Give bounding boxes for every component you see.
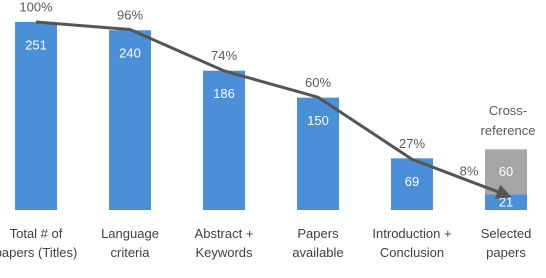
x-tick-label: Total # of papers (Titles) <box>0 226 78 260</box>
value-label: 251 <box>25 37 47 52</box>
bar <box>297 97 339 210</box>
bar <box>203 70 245 210</box>
value-label: 69 <box>405 174 419 189</box>
bar <box>391 158 433 210</box>
value-label: 186 <box>213 86 235 101</box>
legend-label: Cross-reference <box>480 103 536 138</box>
trend-line <box>35 20 512 199</box>
bar <box>15 22 57 210</box>
percent-label: 100% <box>19 0 53 14</box>
x-tick-label: Selected papers <box>480 226 532 260</box>
value-label: 240 <box>119 46 141 61</box>
x-tick-label: Language criteria <box>101 226 159 260</box>
percent-label: 27% <box>399 136 425 151</box>
x-tick-label: Introduction + Conclusion <box>372 226 452 260</box>
percent-label: 96% <box>117 8 143 23</box>
percent-label: 74% <box>211 48 237 63</box>
percent-label: 8% <box>460 164 479 179</box>
percent-label: 60% <box>305 75 331 90</box>
x-tick-label: Abstract + Keywords <box>194 226 254 260</box>
value-label: 60 <box>499 164 513 179</box>
value-label: 150 <box>307 113 329 128</box>
bar <box>109 30 151 210</box>
value-label: 21 <box>499 195 513 210</box>
x-tick-label: Papers available <box>292 226 344 260</box>
